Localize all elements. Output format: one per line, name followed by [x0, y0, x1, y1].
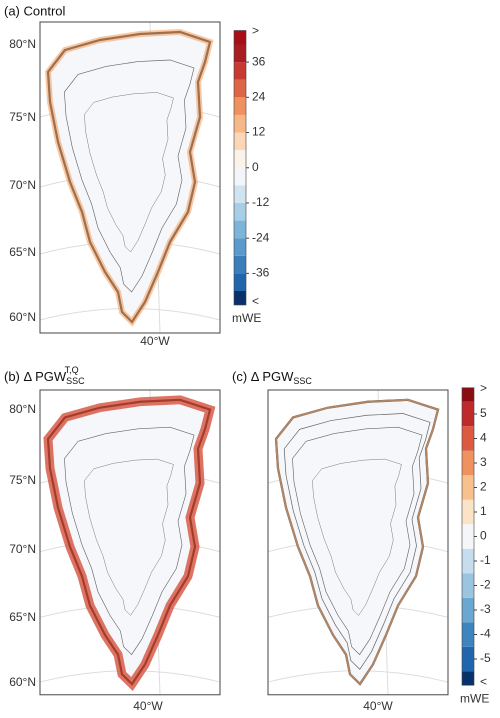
colorbar-tick-label: 4 [480, 431, 487, 445]
lon-label: 40°W [140, 334, 170, 348]
colorbar-bin [234, 167, 246, 186]
colorbar-bin [234, 255, 246, 274]
colorbar-bin [462, 475, 474, 500]
colorbar-unit: mWE [460, 691, 489, 705]
colorbar-tick-label: 0 [480, 529, 487, 543]
colorbar-bin [234, 202, 246, 221]
colorbar-tick-label: 2 [480, 480, 487, 494]
colorbar-tick-label: 0 [252, 160, 259, 174]
lat-label: 60°N [9, 675, 36, 689]
colorbar-bin [462, 499, 474, 525]
colorbar-under [234, 291, 246, 305]
lat-label: 65°N [9, 610, 36, 624]
greenland [274, 398, 440, 686]
lat-label: 70°N [9, 542, 36, 556]
colorbar-tick-label: -5 [480, 651, 491, 665]
panel-title: (c) Δ PGWSSC [232, 369, 312, 386]
colorbar-tick-label: -1 [480, 553, 491, 567]
colorbar-under-label: < [480, 674, 487, 688]
map-frame [39, 389, 221, 696]
colorbar-bin [462, 597, 474, 623]
colorbar-tick-label: 1 [480, 504, 487, 518]
colorbar-bin [234, 185, 246, 203]
colorbar-tick-label: 24 [252, 89, 266, 103]
colorbar-bin [234, 238, 246, 256]
colorbar-over [462, 387, 474, 402]
colorbar-bin [234, 114, 246, 133]
colorbar-tick-label: 5 [480, 406, 487, 420]
colorbar-tick-label: -24 [252, 230, 270, 244]
panel-title: (b) Δ PGWSSCT,Q [4, 365, 85, 386]
lat-label: 80°N [9, 402, 36, 416]
colorbar-bin [462, 450, 474, 476]
map-frame [39, 21, 221, 334]
colorbar-tick-label: -36 [252, 266, 270, 280]
colorbar-bin [234, 220, 246, 239]
colorbar-bin [462, 573, 474, 598]
lat-label: 75°N [9, 110, 36, 124]
colorbar-tick-label: -4 [480, 627, 491, 641]
colorbar-bin [234, 150, 246, 168]
colorbar-tick-label: -3 [480, 602, 491, 616]
colorbar-under-label: < [252, 294, 259, 308]
colorbar-over [234, 30, 246, 45]
colorbar-bin [462, 548, 474, 574]
lon-label: 40°W [133, 699, 163, 713]
title-text: (c) Δ PGW [232, 369, 294, 384]
colorbar-bin [234, 132, 246, 151]
title-sup: T,Q [65, 365, 79, 375]
colorbar-under [462, 671, 474, 686]
colorbar-tick-label: 3 [480, 455, 487, 469]
colorbar-bin [234, 62, 246, 80]
colorbar-bin [234, 273, 246, 291]
colorbar-over-label: > [480, 381, 487, 395]
lat-label: 75°N [9, 473, 36, 487]
title-sub: SSC [293, 376, 312, 386]
colorbar-bin [234, 44, 246, 63]
lat-label: 60°N [9, 310, 36, 324]
greenland [46, 30, 212, 324]
lat-label: 70°N [9, 178, 36, 192]
map-a [39, 21, 221, 334]
colorbar-tick-label: -12 [252, 195, 270, 209]
lat-label: 65°N [9, 245, 36, 259]
lon-label: 40°W [363, 699, 393, 713]
map-frame [267, 389, 449, 696]
colorbar-bin [462, 524, 474, 549]
colorbar-bin [462, 646, 474, 672]
colorbar-bin [234, 79, 246, 98]
colorbar-over-label: > [252, 24, 259, 38]
lat-label: 80°N [9, 37, 36, 51]
colorbar-bin [462, 426, 474, 451]
colorbar-bin [462, 401, 474, 427]
title-sub: SSC [66, 376, 85, 386]
title-text: (b) Δ PGW [4, 369, 67, 384]
colorbar-bin [234, 97, 246, 115]
colorbar-unit: mWE [232, 311, 261, 325]
colorbar-tick-label: 36 [252, 54, 266, 68]
map-b [39, 389, 221, 696]
colorbar-tick-label: 12 [252, 125, 266, 139]
map-c [267, 389, 449, 696]
colorbar-tick-label: -2 [480, 578, 491, 592]
colorbar-bin [462, 622, 474, 647]
panel-title: (a) Control [4, 3, 66, 18]
